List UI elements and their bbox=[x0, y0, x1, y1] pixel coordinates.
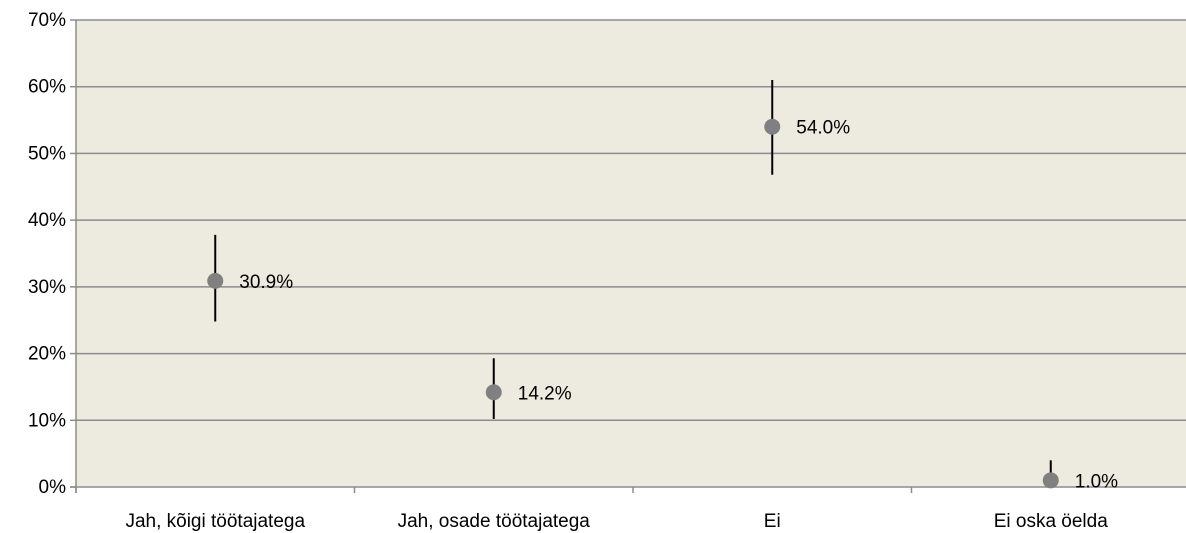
axes bbox=[70, 19, 1186, 493]
plot-area bbox=[76, 20, 1186, 487]
y-tick-label: 60% bbox=[28, 77, 66, 98]
data-point bbox=[485, 384, 502, 401]
x-tick-label: Jah, kõigi töötajatega bbox=[125, 511, 305, 532]
x-tick-label: Ei oska öelda bbox=[994, 511, 1109, 532]
y-tick-label: 10% bbox=[28, 410, 66, 431]
data-labels: 30.9% 14.2% 54.0% 1.0% bbox=[239, 118, 1118, 493]
y-axis-tick-labels: 0% 10% 20% 30% 40% 50% 60% 70% bbox=[28, 10, 66, 498]
data-point bbox=[207, 272, 224, 289]
y-tick-label: 0% bbox=[39, 477, 67, 498]
data-label: 14.2% bbox=[518, 383, 572, 404]
data-label: 1.0% bbox=[1075, 471, 1118, 492]
y-tick-label: 20% bbox=[28, 344, 66, 365]
x-tick-label: Jah, osade töötajatega bbox=[398, 511, 591, 532]
y-tick-label: 30% bbox=[28, 277, 66, 298]
data-points bbox=[207, 118, 1059, 489]
y-tick-label: 50% bbox=[28, 143, 66, 164]
x-axis-tick-labels: Jah, kõigi töötajatega Jah, osade töötaja… bbox=[125, 511, 1108, 532]
y-tick-label: 70% bbox=[28, 10, 66, 31]
data-label: 30.9% bbox=[239, 272, 293, 293]
data-point bbox=[1042, 472, 1059, 489]
y-tick-label: 40% bbox=[28, 210, 66, 231]
gridlines bbox=[76, 19, 1186, 422]
x-tick-label: Ei bbox=[764, 511, 781, 532]
data-point bbox=[764, 118, 781, 135]
data-label: 54.0% bbox=[796, 118, 850, 139]
